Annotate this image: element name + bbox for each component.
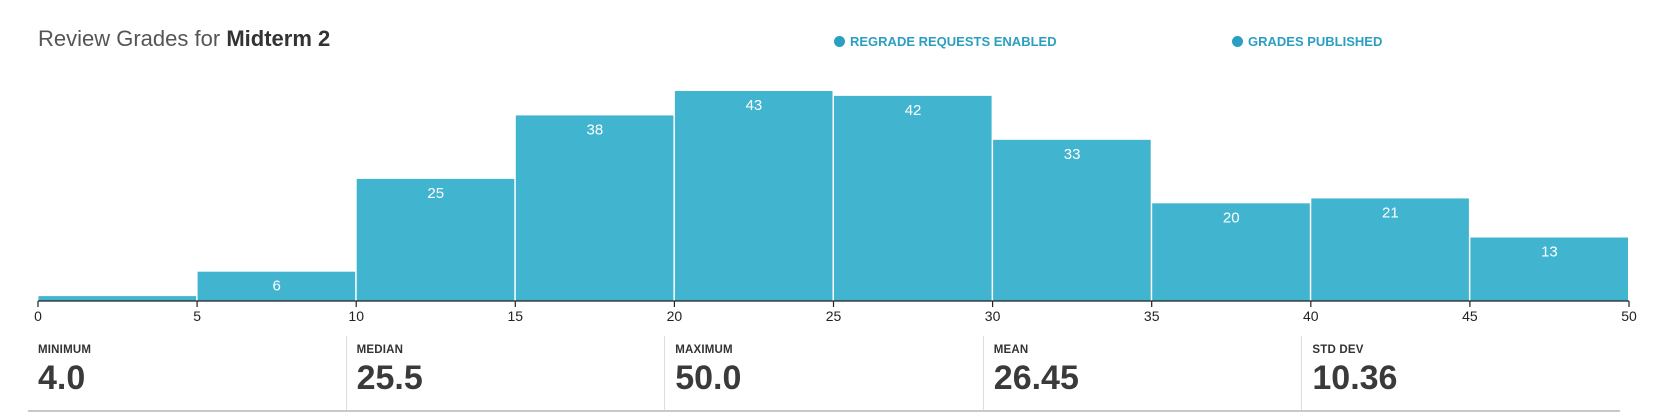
bar-value-label: 38	[587, 121, 604, 138]
x-tick-label: 35	[1144, 308, 1160, 324]
histogram-bar	[674, 91, 833, 301]
histogram-bar	[515, 115, 674, 301]
bar-value-label: 6	[272, 278, 280, 295]
x-tick-label: 10	[348, 308, 364, 324]
x-tick-label: 20	[667, 308, 683, 324]
exam-name: Midterm 2	[226, 26, 331, 51]
histogram-bar	[993, 139, 1151, 301]
stat-label: MINIMUM	[38, 344, 92, 356]
x-tick-label: 0	[34, 308, 42, 324]
stat-median: MEDIAN 25.5	[345, 336, 665, 410]
bar-value-label: 13	[1541, 244, 1558, 261]
grade-histogram: 6 25 38 43 42 33 20 21 13 0 5 10 15 20 25 30 35 40 45 50	[34, 91, 1637, 324]
x-tick-label: 5	[193, 308, 201, 324]
stat-value: 50.0	[675, 359, 742, 397]
histogram-bar	[197, 271, 356, 301]
title-prefix: Review Grades for	[38, 26, 221, 51]
x-tick-label: 30	[985, 308, 1001, 324]
regrade-status-badge: REGRADE REQUESTS ENABLED	[834, 34, 1057, 49]
status-dot-icon	[834, 36, 845, 47]
x-tick-label: 50	[1621, 308, 1637, 324]
histogram-bar	[1311, 198, 1469, 301]
stat-std-dev: STD DEV 10.36	[1301, 336, 1620, 410]
stat-value: 26.45	[993, 359, 1079, 397]
x-tick-label: 45	[1462, 308, 1478, 324]
published-status-badge: GRADES PUBLISHED	[1232, 34, 1382, 49]
stat-value: 4.0	[38, 359, 86, 397]
stat-label: MAXIMUM	[675, 344, 733, 356]
histogram-bar	[1470, 237, 1628, 301]
stat-label: MEAN	[993, 344, 1029, 356]
published-status-label: GRADES PUBLISHED	[1248, 34, 1383, 49]
bar-value-label: 43	[746, 97, 763, 114]
stat-value: 10.36	[1312, 359, 1398, 397]
stat-maximum: MAXIMUM 50.0	[664, 336, 983, 410]
regrade-status-label: REGRADE REQUESTS ENABLED	[850, 34, 1057, 49]
stat-mean: MEAN 26.45	[982, 336, 1302, 410]
histogram-bar	[356, 178, 515, 301]
x-tick-label: 25	[826, 308, 842, 324]
bar-value-label: 42	[905, 102, 922, 119]
stat-label: MEDIAN	[356, 344, 404, 356]
bar-value-label: 25	[427, 185, 444, 202]
stats-row: MINIMUM 4.0 MEDIAN 25.5 MAXIMUM 50.0 MEA…	[28, 336, 1620, 412]
histogram-bar	[1152, 203, 1310, 301]
stat-value: 25.5	[356, 359, 423, 397]
stat-minimum: MINIMUM 4.0	[28, 336, 346, 410]
page-title: Review Grades for Midterm 2	[38, 26, 330, 52]
x-tick-label: 40	[1303, 308, 1319, 324]
bar-value-label: 33	[1064, 146, 1081, 163]
bar-value-label: 21	[1382, 204, 1399, 221]
status-dot-icon	[1232, 36, 1243, 47]
stat-label: STD DEV	[1312, 344, 1364, 356]
bar-value-label: 20	[1223, 209, 1240, 226]
histogram-bar	[38, 296, 197, 301]
histogram-bar	[834, 95, 992, 301]
x-tick-label: 15	[508, 308, 524, 324]
